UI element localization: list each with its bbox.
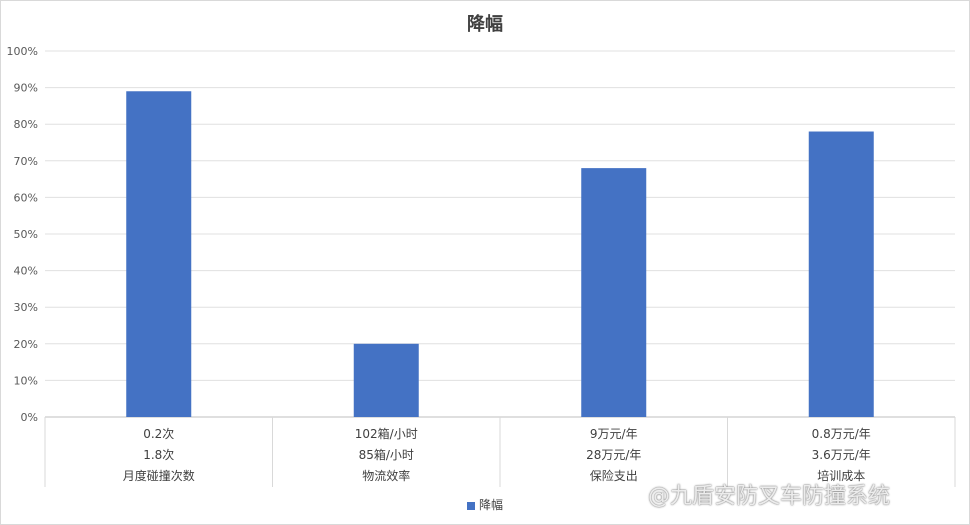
bar	[353, 343, 419, 417]
y-tick-label: 10%	[14, 374, 38, 387]
x-tick-label: 28万元/年	[586, 448, 641, 462]
x-tick-label: 保险支出	[590, 468, 638, 483]
legend-swatch	[466, 501, 475, 510]
x-tick-label: 0.2次	[143, 427, 174, 441]
x-tick-label: 物流效率	[362, 468, 410, 483]
x-tick-label: 102箱/小时	[355, 426, 418, 441]
x-tick-label: 1.8次	[143, 448, 174, 462]
x-tick-label: 月度碰撞次数	[123, 468, 195, 483]
watermark: @九盾安防叉车防撞系统	[648, 484, 891, 509]
y-tick-label: 40%	[14, 265, 38, 278]
y-tick-label: 60%	[14, 191, 38, 204]
bar	[808, 131, 874, 417]
legend: 降幅	[0, 496, 970, 513]
x-tick-label: 0.8万元/年	[812, 427, 871, 441]
bar	[581, 168, 647, 417]
x-tick-label: 培训成本	[817, 468, 865, 483]
bar	[126, 91, 192, 417]
y-tick-label: 0%	[21, 411, 38, 424]
x-tick-label: 3.6万元/年	[812, 448, 871, 462]
y-tick-label: 20%	[14, 338, 38, 351]
y-tick-label: 30%	[14, 301, 38, 314]
x-tick-label: 85箱/小时	[359, 447, 414, 462]
y-tick-label: 90%	[14, 82, 38, 95]
y-tick-label: 80%	[14, 118, 38, 131]
y-tick-label: 100%	[7, 45, 38, 58]
x-tick-label: 9万元/年	[590, 427, 638, 441]
chart-title: 降幅	[467, 14, 503, 35]
legend-label: 降幅	[478, 498, 503, 512]
y-tick-label: 70%	[14, 155, 38, 168]
y-tick-label: 50%	[14, 228, 38, 241]
